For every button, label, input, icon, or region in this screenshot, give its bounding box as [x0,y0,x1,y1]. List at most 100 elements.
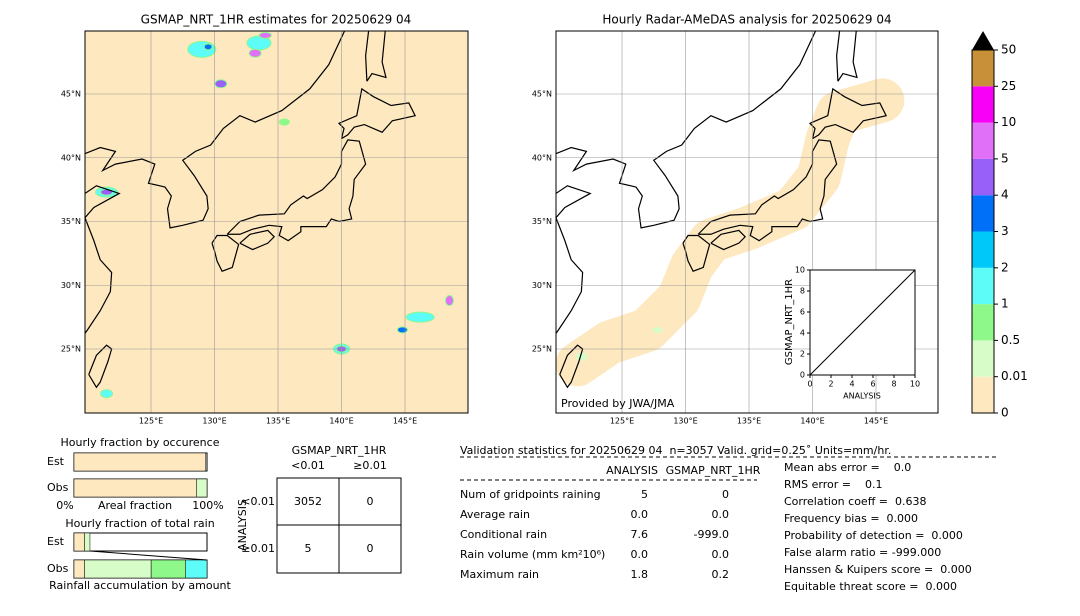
cell: 3052 [294,495,322,508]
rain-area [100,389,114,399]
coastline [211,234,240,272]
lon-label: 130°E [673,417,697,426]
stat-value: 0.0 [712,508,730,521]
coastline [85,31,346,229]
colorbar-segment [972,340,994,377]
stat-label: Num of gridpoints raining [460,488,601,501]
rain-area [444,295,454,307]
stat-value: 7.6 [631,528,649,541]
axis-label: Areal fraction [98,499,172,512]
lon-label: 130°E [202,417,226,426]
lon-label: 125°E [139,417,163,426]
rain-area [575,352,588,361]
stat-value: 0.0 [631,548,649,561]
lat-label: 40°N [61,153,81,162]
rain-area [396,326,408,334]
rain-area [278,118,290,126]
colorbar-segment [972,231,994,268]
bar-segment [150,559,186,579]
inset-tick-label: 0 [800,371,805,380]
coastline [710,229,747,251]
map-background [85,31,468,413]
diagonal [809,269,916,376]
colorbar-label: 25 [1001,79,1016,93]
inset-tick-label: 2 [800,350,805,359]
score: Mean abs error = 0.0 [784,461,911,474]
cell: 0 [367,495,374,508]
map-frame [555,30,939,414]
inset-tick-label: 8 [800,287,805,296]
stat-value: -999.0 [694,528,729,541]
inset-scatter: ANALYSIS GSMAP_NRT_1HR 00 2 2 4 4 6 6 8 8 10 10 [784,266,920,401]
lon-label: 145°E [864,417,888,426]
coastline [365,31,387,82]
inset-tick-label: 10 [910,380,920,389]
row-label: ≥0.01 [241,542,275,555]
colorbar-label: 5 [1001,151,1009,165]
panel-title: Hourly fraction by occurence [61,436,220,449]
colorbar-label: 0 [1001,406,1009,420]
lon-label: 145°E [393,417,417,426]
bar-segment [185,559,208,579]
inset-tick-label: 8 [891,380,896,389]
lon-label: 135°E [266,417,290,426]
panel-footer: Rainfall accumulation by amount [49,579,231,592]
inset-tick-label: 0 [807,380,812,389]
cell: 0 [367,542,374,555]
coastline [556,31,817,229]
score: Probability of detection = 0.000 [784,529,963,542]
rain-area [203,43,213,51]
lat-label: 30°N [532,281,552,290]
stat-value: 0.0 [631,508,649,521]
stat-label: Conditional rain [460,528,547,541]
lat-label: 45°N [61,90,81,99]
stats-header: Validation statistics for 20250629 04 n=… [460,444,891,457]
stat-label: Average rain [460,508,530,521]
inset-tick-label: 10 [795,266,805,275]
colorbar-segment [972,195,994,232]
inset-tick-label: 6 [870,380,875,389]
colorbar-label: 4 [1001,188,1009,202]
map-title: GSMAP_NRT_1HR estimates for 20250629 04 [141,13,412,27]
colorbar-label: 3 [1001,224,1009,238]
lon-label: 125°E [610,417,634,426]
score: RMS error = 0.1 [784,478,882,491]
map-frame [84,30,469,414]
lat-label: 25°N [532,345,552,354]
colorbar-label: 10 [1001,115,1016,129]
coastline [226,139,367,242]
lon-label: 140°E [800,417,824,426]
coastline [239,229,276,251]
stat-value: 0.2 [712,568,730,581]
lat-label: 35°N [61,217,81,226]
coastline [85,185,121,335]
coastline [337,87,417,140]
stat-value: 5 [641,488,648,501]
bar-segment [73,532,85,552]
stat-value: 0 [722,488,729,501]
col-label: GSMAP_NRT_1HR [666,464,761,477]
coastline [88,344,113,389]
coastline [556,185,592,335]
stat-value: 1.8 [631,568,649,581]
connector [89,550,208,561]
map-left [85,31,468,413]
rain-area [214,79,228,89]
bar-segment [73,478,197,498]
panel-title: Hourly fraction of total rain [65,517,214,530]
colorbar-segment [972,158,994,196]
coastline [697,139,838,242]
inset-tick-label: 6 [800,308,805,317]
inset-ylabel: GSMAP_NRT_1HR [784,279,795,365]
col-label: ≥0.01 [353,459,387,472]
row-axis-label: ANALYSIS [236,499,249,551]
stat-label: Rain volume (mm km²10⁶) [460,548,605,561]
coastline [808,87,888,140]
bar-segment [84,559,152,579]
colorbar-label: 2 [1001,260,1009,274]
stat-value: 0.0 [712,548,730,561]
row-label: Est [47,455,65,468]
col-label: <0.01 [291,459,325,472]
colorbar-segment [972,267,994,305]
